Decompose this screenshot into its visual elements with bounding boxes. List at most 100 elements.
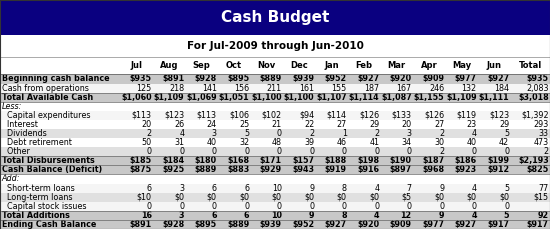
Text: 6: 6 [244,184,249,193]
Text: Total Disbursements: Total Disbursements [2,156,95,165]
Text: Apr: Apr [421,61,437,70]
Text: 0: 0 [212,147,217,156]
Text: $171: $171 [260,156,282,165]
Text: $1,100: $1,100 [251,93,282,102]
Text: 0: 0 [472,202,477,211]
Text: $917: $917 [527,220,549,229]
Text: May: May [452,61,471,70]
Text: 33: 33 [539,129,549,138]
Text: 4: 4 [373,211,379,220]
Text: $1,114: $1,114 [349,93,379,102]
Text: $977: $977 [422,220,444,229]
Text: $889: $889 [227,220,249,229]
Text: $2,193: $2,193 [518,156,549,165]
Text: 2: 2 [374,129,379,138]
Text: Other: Other [2,147,30,156]
Text: $939: $939 [292,74,314,84]
Text: 0: 0 [504,147,509,156]
Text: $895: $895 [195,220,217,229]
Text: 0: 0 [309,147,314,156]
Text: 473: 473 [534,138,549,147]
Text: 0: 0 [277,147,282,156]
Text: $923: $923 [454,165,477,174]
Bar [0,174,550,183]
Text: 4: 4 [179,129,184,138]
Text: $977: $977 [455,74,477,84]
Text: 7: 7 [406,184,412,193]
Text: 4: 4 [374,184,379,193]
Bar [0,74,550,84]
Text: 9: 9 [439,211,444,220]
Text: $1,069: $1,069 [186,93,217,102]
Text: 20: 20 [141,120,152,129]
Text: $1,051: $1,051 [218,93,249,102]
Text: $3,018: $3,018 [518,93,549,102]
Text: 39: 39 [304,138,314,147]
Text: $952: $952 [292,220,314,229]
Text: Capital expenditures: Capital expenditures [2,111,90,120]
Text: Interest: Interest [2,120,37,129]
Text: $909: $909 [390,220,412,229]
Text: $113: $113 [197,111,217,120]
Text: $927: $927 [324,220,346,229]
Text: $190: $190 [390,156,412,165]
Text: 92: 92 [538,211,549,220]
Text: $825: $825 [527,165,549,174]
Text: 46: 46 [337,138,346,147]
Text: 4: 4 [472,129,477,138]
Text: $126: $126 [424,111,444,120]
Text: $935: $935 [130,74,152,84]
Text: $168: $168 [227,156,249,165]
Text: $0: $0 [467,193,477,202]
Text: 125: 125 [136,84,152,93]
Text: Jul: Jul [130,61,142,70]
Text: $920: $920 [357,220,379,229]
Text: $1,109: $1,109 [446,93,477,102]
Text: $897: $897 [389,165,412,174]
Text: 42: 42 [499,138,509,147]
Text: $1,107: $1,107 [316,93,346,102]
Text: 141: 141 [202,84,217,93]
Text: 16: 16 [141,211,152,220]
Text: 2,083: 2,083 [526,84,549,93]
Text: $106: $106 [229,111,249,120]
Text: 40: 40 [467,138,477,147]
Text: $1,111: $1,111 [478,93,509,102]
Text: 0: 0 [374,147,379,156]
Text: $0: $0 [304,193,314,202]
Text: $952: $952 [324,74,346,84]
Text: 34: 34 [402,138,412,147]
Text: $939: $939 [260,220,282,229]
Text: $114: $114 [327,111,346,120]
Text: $883: $883 [227,165,249,174]
Text: 167: 167 [397,84,412,93]
Text: 0: 0 [277,202,282,211]
Text: $920: $920 [389,74,412,84]
Text: 6: 6 [212,184,217,193]
Text: Add:: Add: [2,174,20,183]
Text: 0: 0 [277,129,282,138]
Bar [0,129,550,138]
Text: $928: $928 [162,220,184,229]
Text: 31: 31 [174,138,184,147]
Text: $1,100: $1,100 [284,93,314,102]
Text: 26: 26 [174,120,184,129]
Text: 0: 0 [472,147,477,156]
Text: 0: 0 [406,147,412,156]
Text: Dividends: Dividends [2,129,46,138]
Text: 77: 77 [538,184,549,193]
Text: 0: 0 [244,202,249,211]
Text: 29: 29 [369,120,379,129]
Text: Ending Cash Balance: Ending Cash Balance [2,220,96,229]
Text: $0: $0 [369,193,379,202]
Text: 0: 0 [244,147,249,156]
Text: 40: 40 [207,138,217,147]
Text: Capital stock issues: Capital stock issues [2,202,86,211]
Text: $123: $123 [164,111,184,120]
Text: $891: $891 [162,74,184,84]
Text: $5: $5 [402,193,412,202]
Text: $126: $126 [359,111,379,120]
Text: 10: 10 [271,211,282,220]
Bar [0,193,550,202]
Text: $185: $185 [130,156,152,165]
